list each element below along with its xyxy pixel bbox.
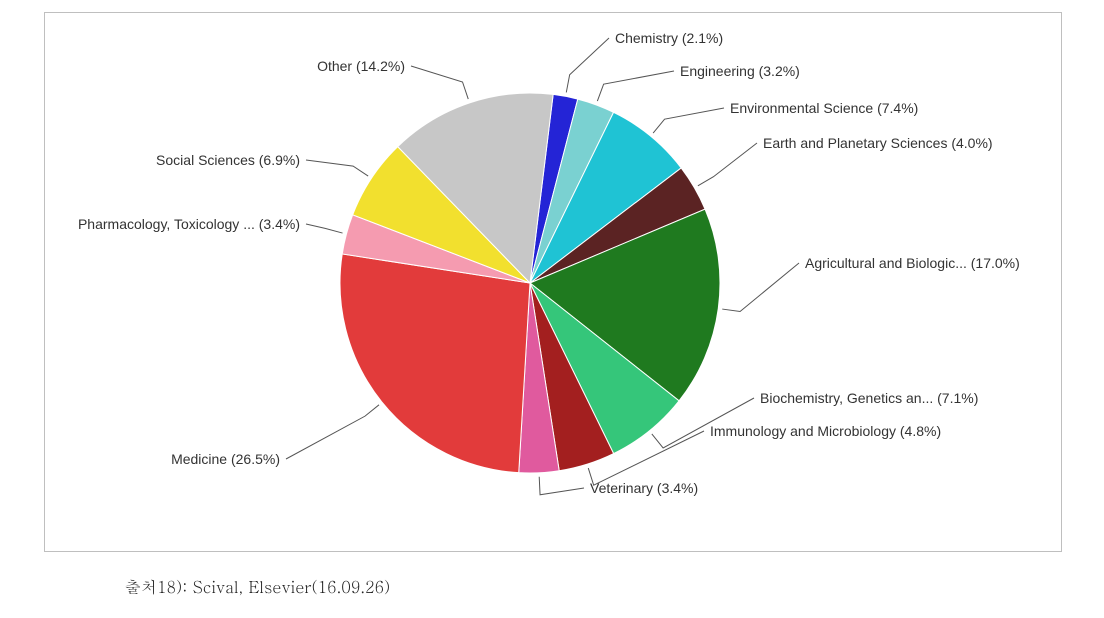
legend-label: Agricultural and Biologic... (17.0%)	[805, 255, 1020, 272]
leader-line	[539, 477, 584, 495]
leader-line	[306, 224, 343, 233]
legend-label: Pharmacology, Toxicology ... (3.4%)	[78, 216, 300, 233]
leader-line	[597, 71, 674, 101]
leader-line	[411, 66, 468, 99]
legend-label: Chemistry (2.1%)	[615, 30, 723, 47]
legend-label: Immunology and Microbiology (4.8%)	[710, 423, 941, 440]
legend-label: Earth and Planetary Sciences (4.0%)	[763, 135, 993, 152]
stage: Chemistry (2.1%) Engineering (3.2%) Enviro…	[0, 0, 1104, 618]
pie-slice	[340, 254, 530, 473]
legend-label: Engineering (3.2%)	[680, 63, 800, 80]
legend-label: Other (14.2%)	[317, 58, 405, 75]
legend-label: Social Sciences (6.9%)	[156, 152, 300, 169]
legend-label: Biochemistry, Genetics an... (7.1%)	[760, 390, 978, 407]
pie-chart	[0, 0, 1104, 618]
source-citation: 출처18): Scival, Elsevier(16.09.26)	[125, 575, 390, 598]
leader-line	[306, 160, 368, 176]
leader-line	[653, 108, 724, 133]
leader-line	[566, 38, 609, 92]
legend-label: Medicine (26.5%)	[171, 451, 280, 468]
leader-line	[698, 143, 757, 186]
leader-line	[286, 405, 379, 459]
legend-label: Veterinary (3.4%)	[590, 480, 698, 497]
legend-label: Environmental Science (7.4%)	[730, 100, 918, 117]
leader-line	[722, 263, 799, 311]
